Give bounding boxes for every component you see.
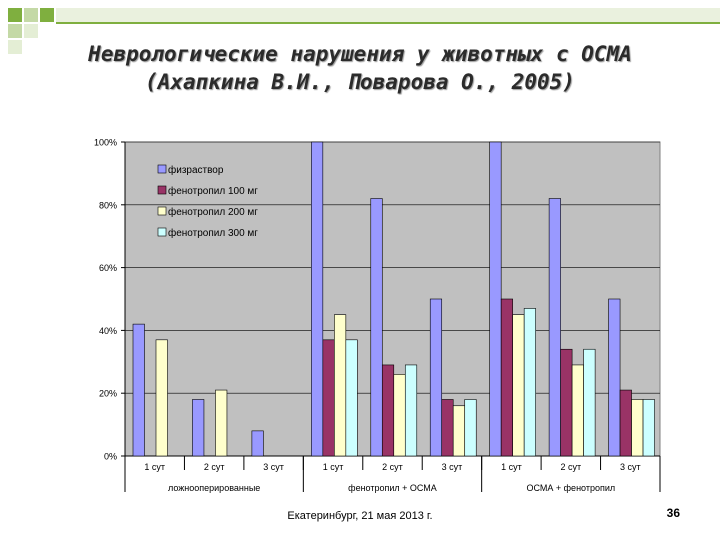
slide-title: Неврологические нарушения у животных с О… [0, 40, 720, 96]
page-number: 36 [666, 506, 680, 520]
bar [548, 198, 561, 457]
legend-label: фенотропил 300 мг [168, 227, 258, 239]
bar [334, 314, 347, 457]
title-line-1: Неврологические нарушения у животных с О… [88, 42, 632, 66]
bar [155, 339, 168, 457]
header-rule [56, 22, 720, 24]
bar [441, 399, 454, 457]
y-tick-label: 40% [99, 326, 117, 336]
group-label: ОСМА + фенотропил [527, 483, 616, 493]
bar [583, 348, 596, 457]
legend-label: фенотропил 100 мг [168, 185, 258, 197]
bar [192, 399, 205, 457]
y-tick-label: 100% [94, 138, 117, 148]
y-tick-label: 60% [99, 263, 117, 273]
x-tick-label: 3 сут [263, 462, 284, 472]
footer-text: Екатеринбург, 21 мая 2013 г. [287, 510, 433, 522]
legend-label: фенотропил 200 мг [168, 206, 258, 218]
corner-square [24, 24, 38, 38]
bar [251, 430, 264, 457]
bar [500, 298, 513, 457]
y-tick-label: 0% [104, 452, 117, 462]
bar [381, 364, 395, 457]
x-tick-label: 1 сут [144, 462, 165, 472]
bar [215, 389, 228, 457]
header-band [56, 8, 720, 22]
x-tick-label: 2 сут [382, 462, 403, 472]
bar [393, 374, 406, 457]
bar [642, 399, 655, 457]
legend-label: физраствор [168, 164, 224, 176]
bar [512, 314, 525, 457]
y-tick-label: 20% [99, 389, 117, 399]
corner-square [40, 8, 54, 22]
x-tick-label: 2 сут [204, 462, 225, 472]
bar [560, 348, 573, 457]
bar [619, 389, 632, 457]
legend-swatch [157, 164, 167, 174]
legend-swatch [157, 227, 167, 237]
bar [370, 198, 383, 457]
bar [322, 339, 335, 457]
x-tick-label: 3 сут [620, 462, 641, 472]
bar [608, 298, 621, 457]
legend-swatch [157, 206, 167, 216]
legend-swatch [157, 185, 167, 195]
bar [311, 141, 324, 457]
group-label: фенотропил + ОСМА [348, 483, 437, 493]
bar [429, 298, 443, 457]
bar [452, 405, 466, 457]
group-label: ложнооперированные [168, 483, 260, 493]
bar [404, 364, 418, 457]
bar [523, 308, 536, 457]
corner-square [8, 24, 22, 38]
corner-square [8, 8, 22, 22]
corner-square [24, 8, 38, 22]
bar [345, 339, 358, 457]
corner-square [8, 40, 22, 54]
title-line-2: (Ахапкина В.И., Поварова О., 2005) [145, 70, 575, 94]
bar [571, 364, 584, 457]
x-tick-label: 3 сут [442, 462, 463, 472]
bar [132, 323, 145, 457]
y-tick-label: 80% [99, 200, 117, 210]
x-tick-label: 2 сут [561, 462, 582, 472]
bar [489, 141, 502, 457]
x-tick-label: 1 сут [501, 462, 522, 472]
x-tick-label: 1 сут [323, 462, 344, 472]
bar [464, 399, 477, 457]
bar [631, 399, 644, 457]
